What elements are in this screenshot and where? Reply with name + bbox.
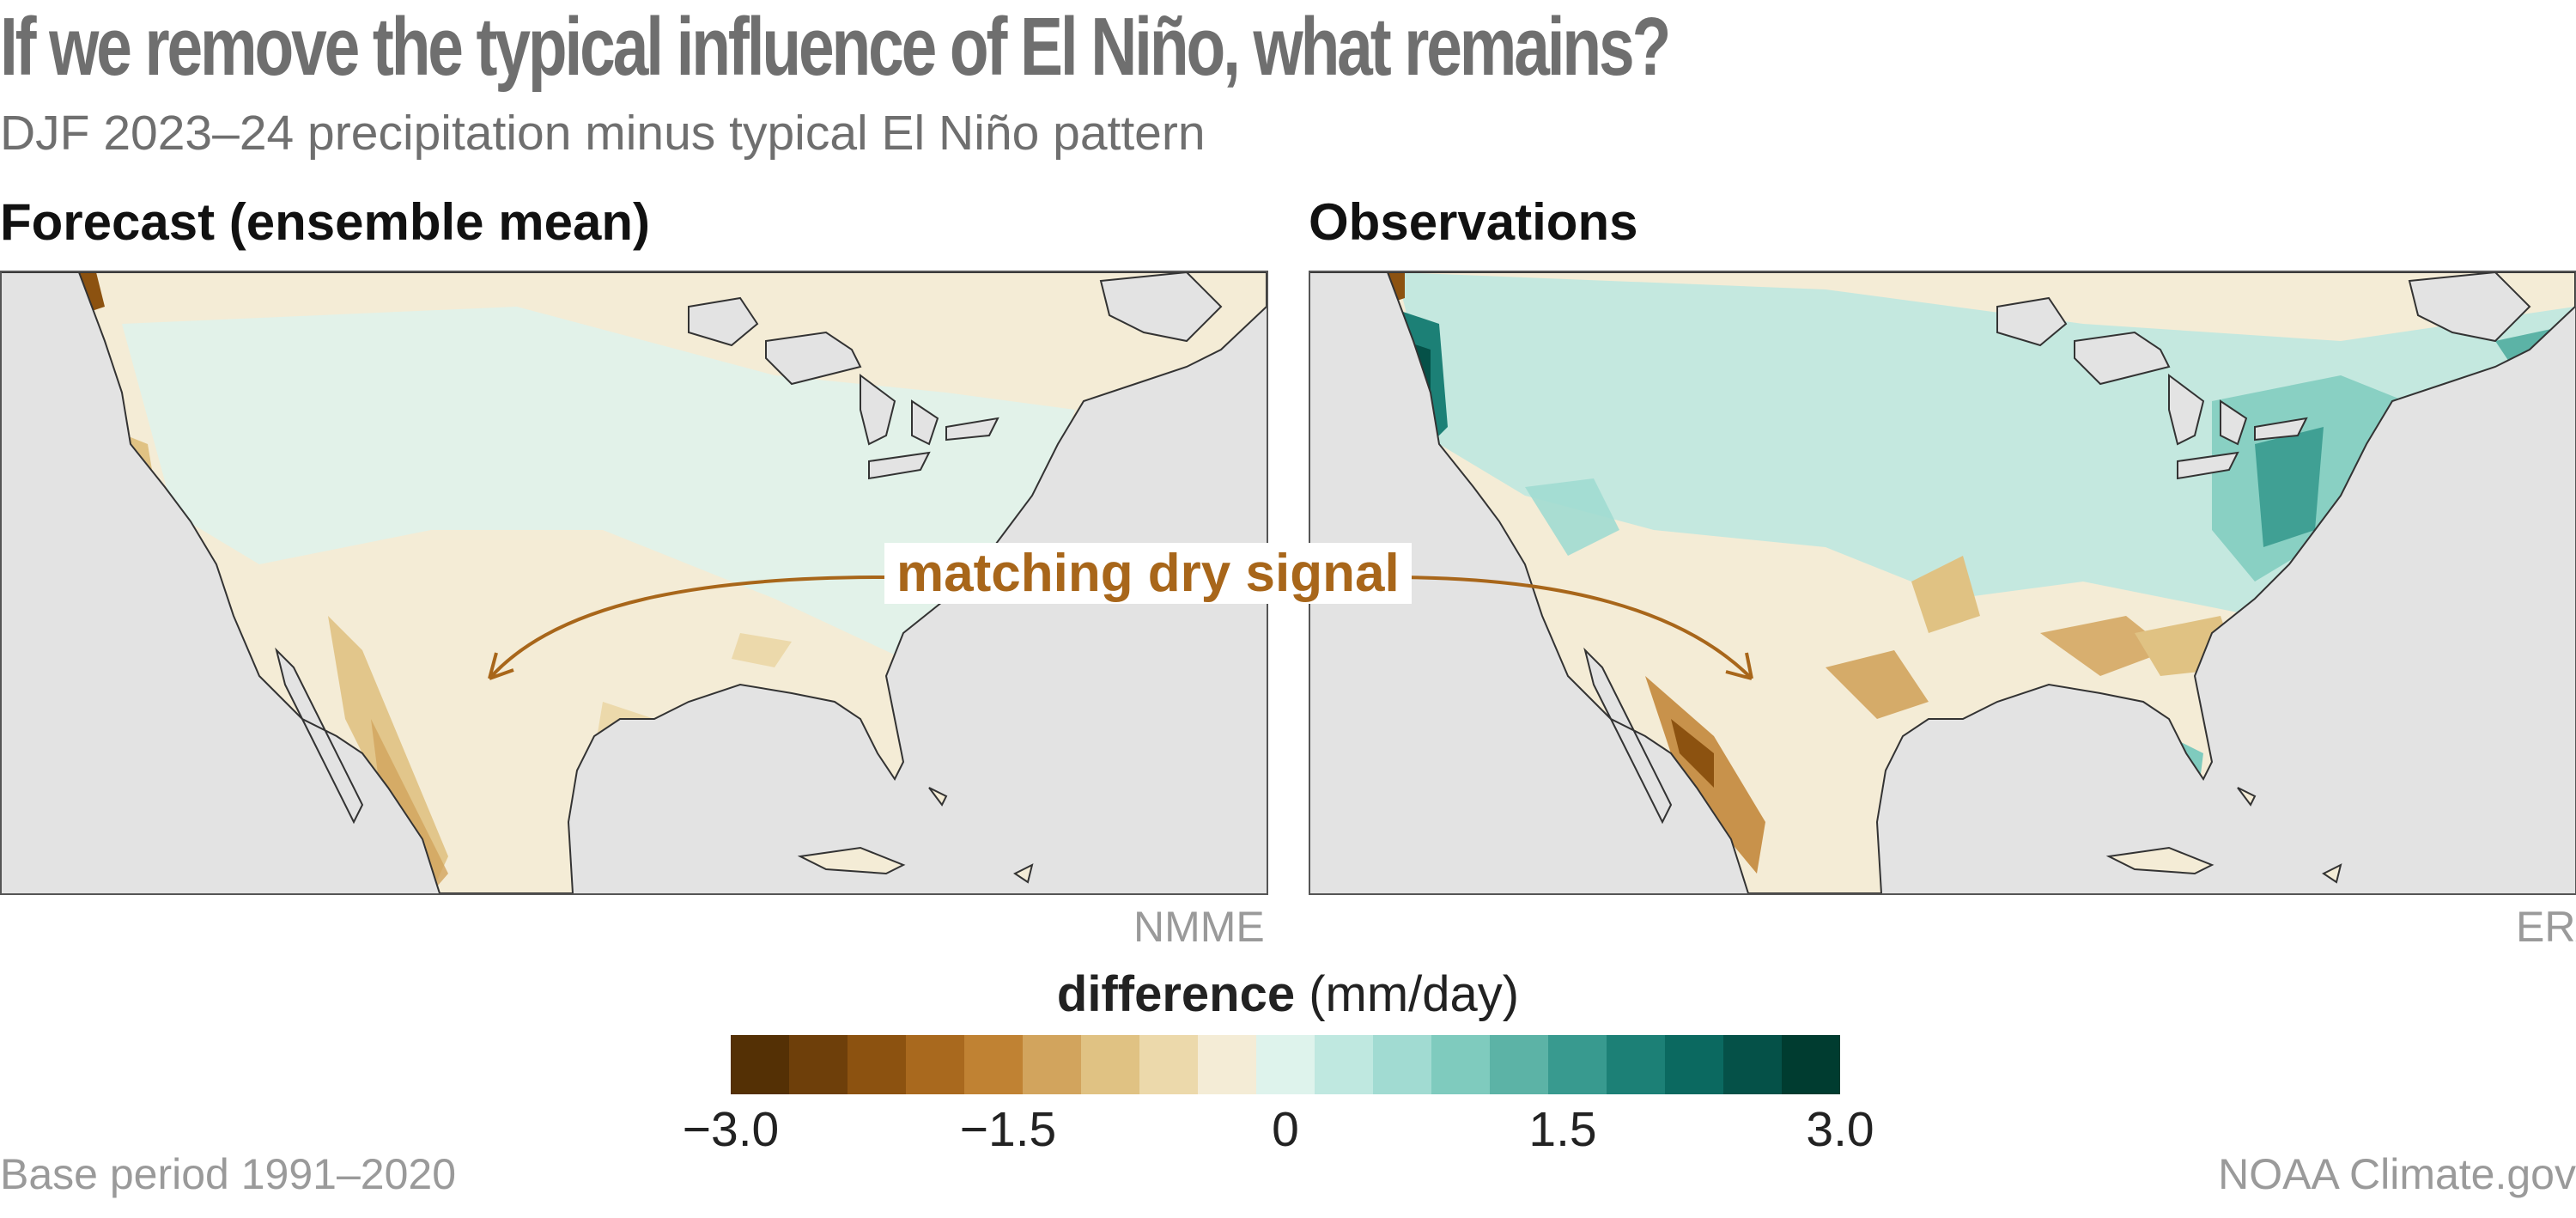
colorbar-swatch — [789, 1035, 848, 1094]
colorbar-tick: 3.0 — [1806, 1102, 1874, 1157]
colorbar-swatch — [1139, 1035, 1198, 1094]
colorbar-swatch — [848, 1035, 906, 1094]
colorbar-swatch — [1607, 1035, 1665, 1094]
observations-source-label: ERA5 — [2516, 903, 2576, 951]
page-subtitle: DJF 2023–24 precipitation minus typical … — [0, 106, 1206, 161]
colorbar-swatch — [1198, 1035, 1256, 1094]
colorbar-swatch — [1782, 1035, 1840, 1094]
colorbar-swatch — [1548, 1035, 1607, 1094]
colorbar-swatch — [1315, 1035, 1373, 1094]
colorbar-swatch — [964, 1035, 1023, 1094]
annotation-label: matching dry signal — [884, 543, 1412, 604]
credit-label: NOAA Climate.gov — [2218, 1150, 2576, 1198]
base-period-note: Base period 1991–2020 — [0, 1150, 457, 1198]
colorbar-swatch — [1431, 1035, 1490, 1094]
colorbar-swatch — [1081, 1035, 1139, 1094]
observations-panel-title: Observations — [1309, 193, 1638, 251]
page-title: If we remove the typical influence of El… — [0, 1, 1671, 93]
colorbar-title-bold: difference — [1056, 966, 1296, 1022]
colorbar-title-unit: (mm/day) — [1309, 966, 1520, 1022]
colorbar-swatch — [1256, 1035, 1315, 1094]
colorbar — [731, 1035, 1840, 1094]
colorbar-swatch — [906, 1035, 964, 1094]
colorbar-tick: 0 — [1272, 1102, 1299, 1157]
colorbar-tick: 1.5 — [1528, 1102, 1597, 1157]
forecast-panel-title: Forecast (ensemble mean) — [0, 193, 650, 251]
colorbar-tick: −1.5 — [959, 1102, 1057, 1157]
colorbar-swatch — [731, 1035, 789, 1094]
colorbar-tick: −3.0 — [682, 1102, 780, 1157]
colorbar-swatch — [1373, 1035, 1431, 1094]
colorbar-swatch — [1023, 1035, 1081, 1094]
forecast-source-label: NMME — [1133, 903, 1265, 951]
colorbar-title: difference (mm/day) — [0, 965, 2576, 1023]
colorbar-swatch — [1723, 1035, 1782, 1094]
colorbar-swatch — [1665, 1035, 1723, 1094]
colorbar-swatch — [1490, 1035, 1548, 1094]
observations-map — [1309, 271, 2576, 895]
